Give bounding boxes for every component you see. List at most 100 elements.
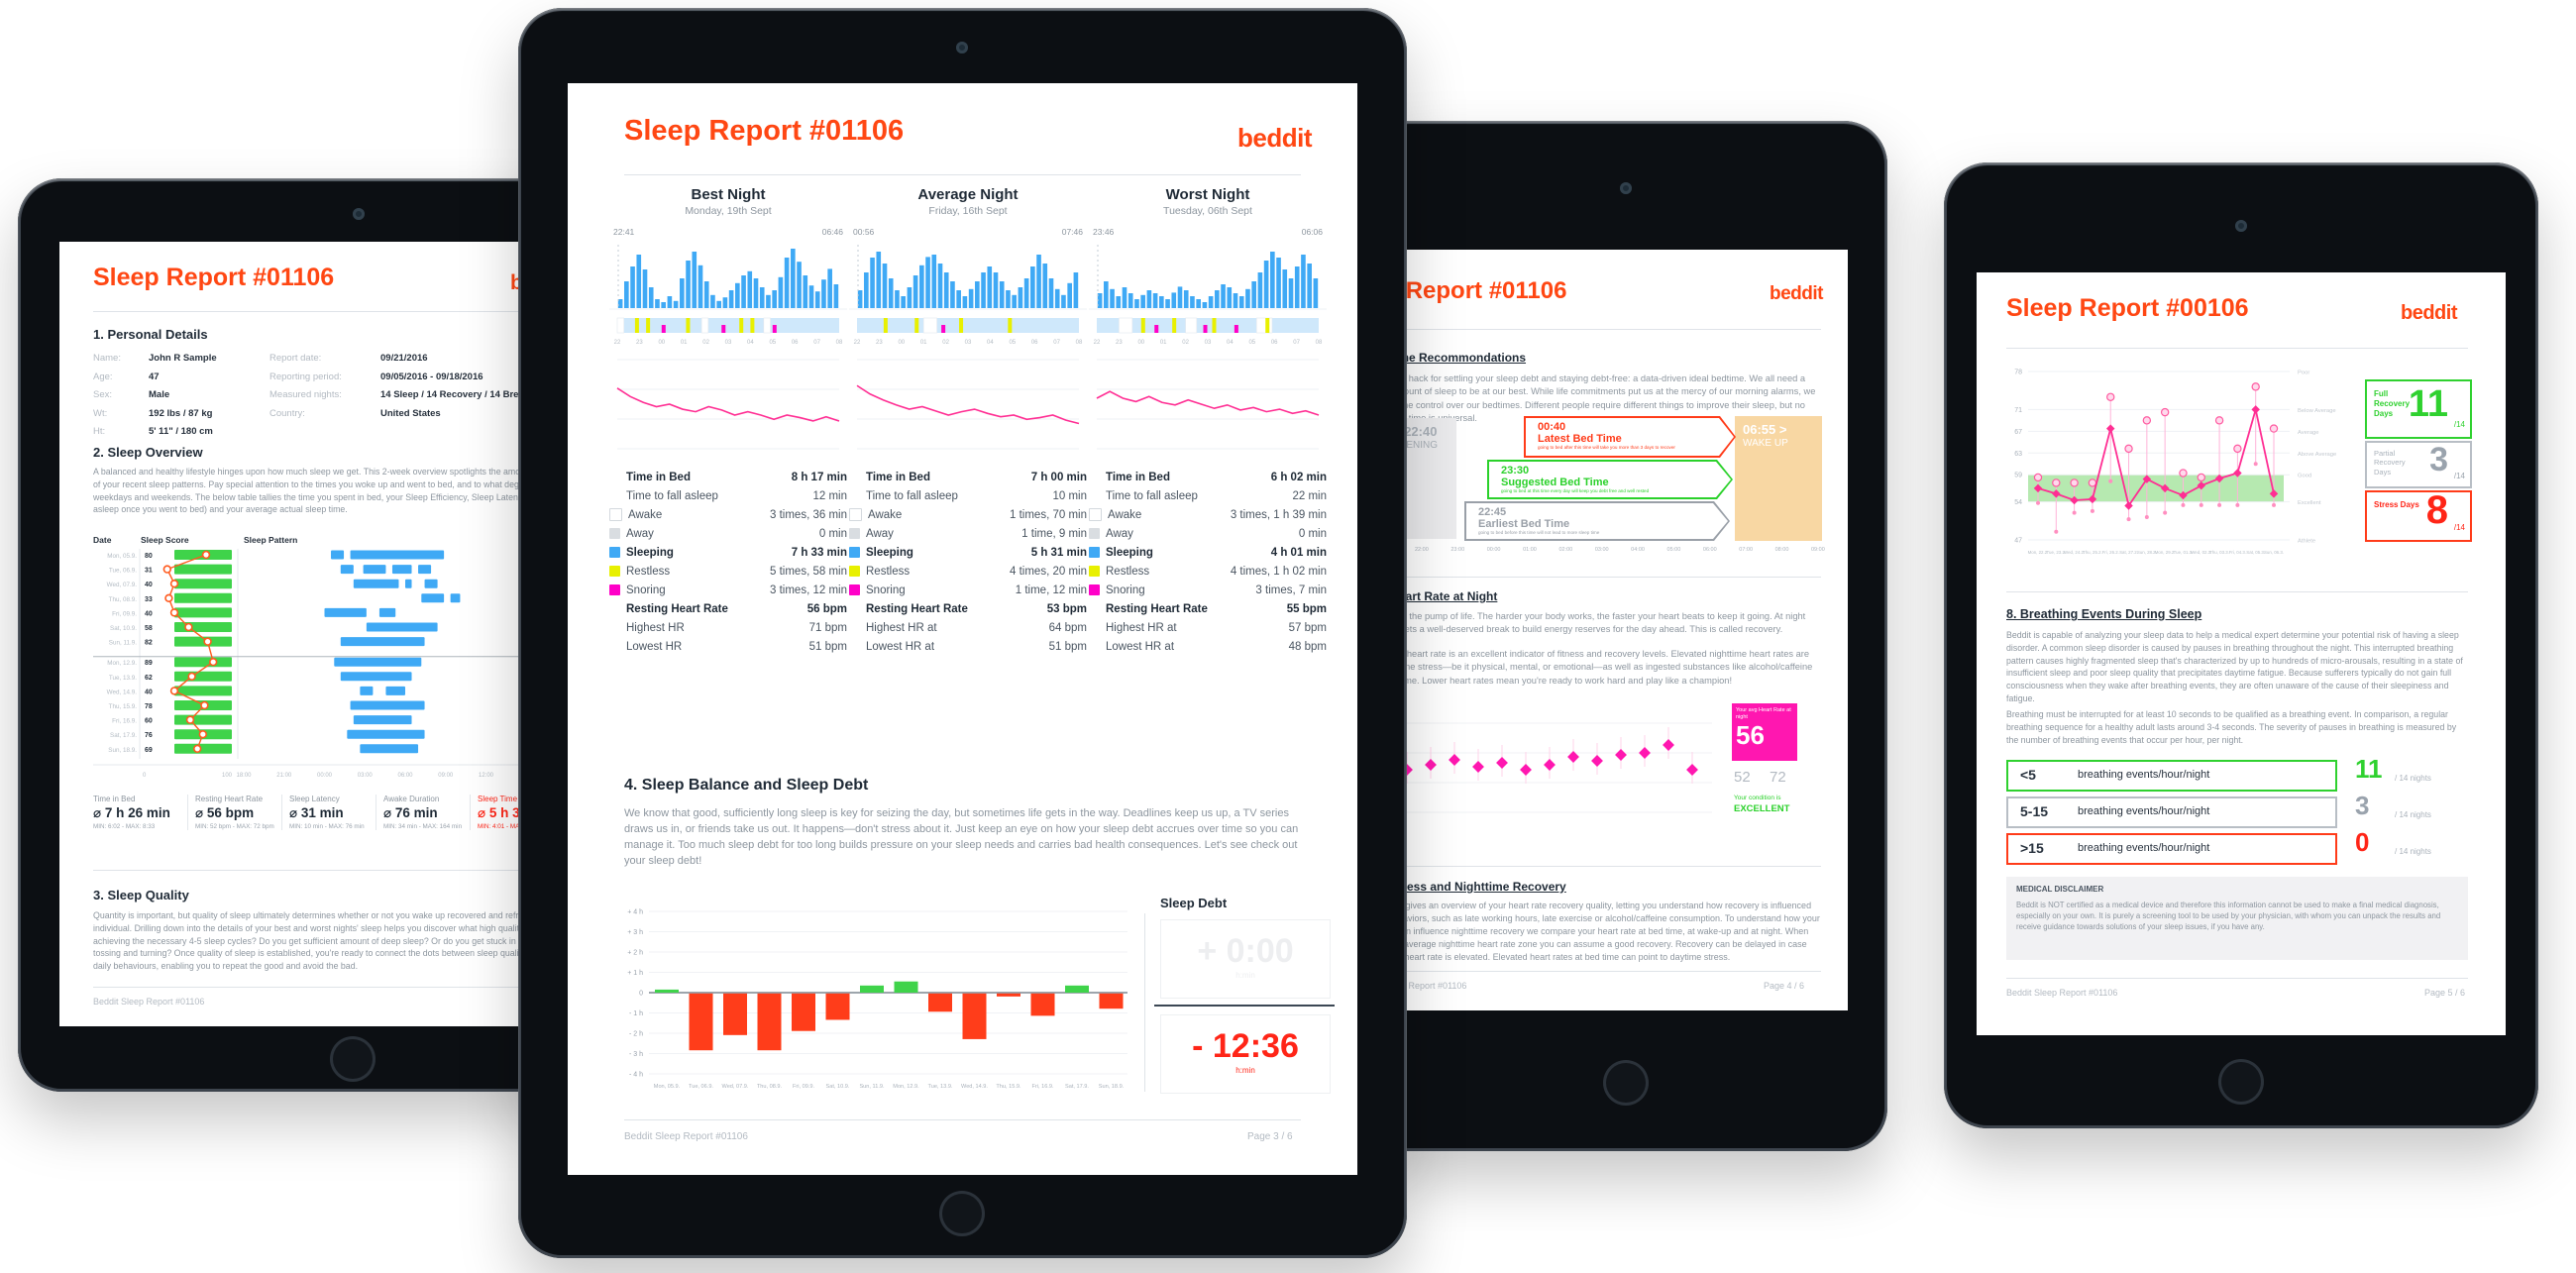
latest-caption: going to bed after this time will take y… <box>1538 445 1675 450</box>
latest-time: 00:40 <box>1538 421 1566 433</box>
svg-text:Thu, 08.9.: Thu, 08.9. <box>757 1084 783 1090</box>
svg-text:Above Average: Above Average <box>2298 452 2336 458</box>
svg-text:Tue, 06.9.: Tue, 06.9. <box>109 568 137 575</box>
svg-text:80: 80 <box>145 553 153 560</box>
svg-text:+ 3 h: + 3 h <box>627 929 643 936</box>
svg-text:Sun, 11.9.: Sun, 11.9. <box>109 640 137 647</box>
disclaimer-title: MEDICAL DISCLAIMER <box>2016 885 2104 894</box>
beddit-logo: beddit <box>2401 302 2458 324</box>
home-button[interactable] <box>330 1036 376 1082</box>
sleep-debt-bar-chart: + 4 h + 3 h + 2 h + 1 h 0 - 1 h - 2 h - 3 h - 4 … <box>627 909 1127 1090</box>
breathing-row: >15 breathing events/hour/night 0/ 14 nigh… <box>2006 827 2472 865</box>
svg-text:06:00: 06:00 <box>397 773 413 779</box>
svg-text:Mon, 12.9.: Mon, 12.9. <box>893 1084 919 1090</box>
wake-label: WAKE UP <box>1743 438 1788 449</box>
svg-text:31: 31 <box>145 568 153 575</box>
badge-of: /14 <box>2453 523 2465 532</box>
medical-disclaimer-box: MEDICAL DISCLAIMER Beddit is NOT certifi… <box>2006 877 2468 960</box>
section-bedtime-recommendations: 5. Bedtime Recommondations <box>1385 351 1527 365</box>
ipad-center: Sleep Report #01106 beddit Best Night Mon… <box>518 8 1407 1258</box>
svg-text:Sun, 28.2.: Sun, 28.2. <box>2137 550 2157 555</box>
badge-value: 8 <box>2425 488 2448 532</box>
svg-text:05: 05 <box>1009 340 1016 346</box>
home-button[interactable] <box>2218 1059 2264 1105</box>
svg-text:22: 22 <box>614 340 621 346</box>
divider <box>1385 329 1821 330</box>
camera-icon <box>1620 182 1632 194</box>
earliest-label: Earliest Bed Time <box>1478 518 1570 530</box>
svg-text:23: 23 <box>876 340 883 346</box>
svg-text:00: 00 <box>658 340 665 346</box>
divider <box>1385 971 1821 972</box>
svg-text:07: 07 <box>1293 340 1300 346</box>
divider <box>624 1119 1301 1120</box>
night-stats: Time in Bed 6 h 02 min Time to fall asleep… <box>1089 468 1327 656</box>
night-title: Average Night <box>917 186 1019 203</box>
section-sleep-quality: 3. Sleep Quality <box>93 888 189 902</box>
svg-text:00: 00 <box>898 340 905 346</box>
svg-text:- 2 h: - 2 h <box>629 1031 643 1038</box>
svg-text:Average: Average <box>2298 430 2319 436</box>
svg-text:Fri, 09.9.: Fri, 09.9. <box>112 610 137 617</box>
disclaimer-text: Beddit is NOT certified as a medical dev… <box>2016 901 2441 931</box>
badge-label: Partial Recovery Days <box>2374 449 2406 477</box>
night-stats: Time in Bed 7 h 00 min Time to fall asleep… <box>849 468 1087 656</box>
sleep-debt-panel: Sleep Debt + 0:00 h:min - 12:36 h:min <box>1154 896 1350 1104</box>
page-footer: Beddit Sleep Report #01106 <box>2006 988 2118 998</box>
stress-paragraph: This section gives an overview of your h… <box>1385 901 1820 963</box>
page-title: Sleep Report #01106 <box>1385 277 1567 304</box>
svg-text:Sat, 10.9.: Sat, 10.9. <box>826 1084 850 1090</box>
svg-text:08: 08 <box>1076 340 1083 346</box>
svg-text:02: 02 <box>1182 340 1189 346</box>
svg-text:05: 05 <box>1248 340 1255 346</box>
svg-text:07: 07 <box>1053 340 1060 346</box>
svg-text:Below Average: Below Average <box>2298 408 2336 414</box>
svg-text:58: 58 <box>145 625 153 632</box>
svg-text:Tue, 06.9.: Tue, 06.9. <box>689 1084 713 1090</box>
svg-text:82: 82 <box>145 640 153 647</box>
svg-text:Thu, 25.2.: Thu, 25.2. <box>2083 550 2102 555</box>
svg-text:Sun, 06.3.: Sun, 06.3. <box>2264 550 2284 555</box>
section-stress-recovery: 7. Stress and Nighttime Recovery <box>1385 880 1566 894</box>
svg-text:23: 23 <box>636 340 643 346</box>
home-button[interactable] <box>939 1191 985 1236</box>
page-number: Page 4 / 6 <box>1764 981 1805 991</box>
svg-text:- 3 h: - 3 h <box>629 1051 643 1058</box>
screen-center: Sleep Report #01106 beddit Best Night Mon… <box>568 83 1357 1175</box>
bed-time: 22:41 <box>613 227 635 237</box>
svg-text:07: 07 <box>813 340 820 346</box>
badge-of: /14 <box>2453 472 2465 480</box>
svg-text:18:00: 18:00 <box>236 773 252 779</box>
svg-text:05: 05 <box>769 340 776 346</box>
svg-text:Wed, 14.9.: Wed, 14.9. <box>961 1084 988 1090</box>
divider <box>624 174 1301 175</box>
page-number: Page 3 / 6 <box>1247 1131 1293 1142</box>
page-title: Sleep Report #00106 <box>2006 294 2249 322</box>
svg-text:Mon, 05.9.: Mon, 05.9. <box>654 1084 681 1090</box>
svg-text:Thu, 03.3.: Thu, 03.3. <box>2209 550 2229 555</box>
svg-text:Wed, 07.9.: Wed, 07.9. <box>722 1084 749 1090</box>
svg-text:40: 40 <box>145 689 153 695</box>
sleep-debt-plus-box: + 0:00 h:min <box>1160 919 1331 999</box>
svg-text:04: 04 <box>747 340 754 346</box>
sleep-debt-plus: + 0:00 <box>1197 932 1294 970</box>
section-heart-rate-night: 6. Heart Rate at Night <box>1385 589 1498 603</box>
summary-stat: Awake Duration ⌀ 76 min MIN: 34 min - MAX:… <box>376 795 471 830</box>
home-button[interactable] <box>1603 1060 1649 1106</box>
svg-text:Thu, 15.9.: Thu, 15.9. <box>996 1084 1021 1090</box>
beddit-logo: beddit <box>1770 283 1824 304</box>
heart-rate-scatter-chart <box>1385 722 1712 813</box>
evening-label: EVENING <box>1393 440 1439 451</box>
svg-text:Wed, 07.9.: Wed, 07.9. <box>107 582 138 588</box>
section-breathing-events: 8. Breathing Events During Sleep <box>2006 607 2202 621</box>
hr-paragraph-1: Your heart is the pump of life. The hard… <box>1385 611 1806 635</box>
condition-value: EXCELLENT <box>1734 803 1790 814</box>
svg-text:0: 0 <box>639 991 643 998</box>
badge-value: 3 <box>2429 441 2448 478</box>
field-row: Name: John R Sample <box>93 353 217 364</box>
svg-text:78: 78 <box>145 703 153 710</box>
svg-text:63: 63 <box>2014 451 2022 458</box>
svg-text:71: 71 <box>2014 407 2022 414</box>
svg-text:Sat, 17.9.: Sat, 17.9. <box>1065 1084 1089 1090</box>
section-sleep-balance: 4. Sleep Balance and Sleep Debt <box>624 777 869 794</box>
